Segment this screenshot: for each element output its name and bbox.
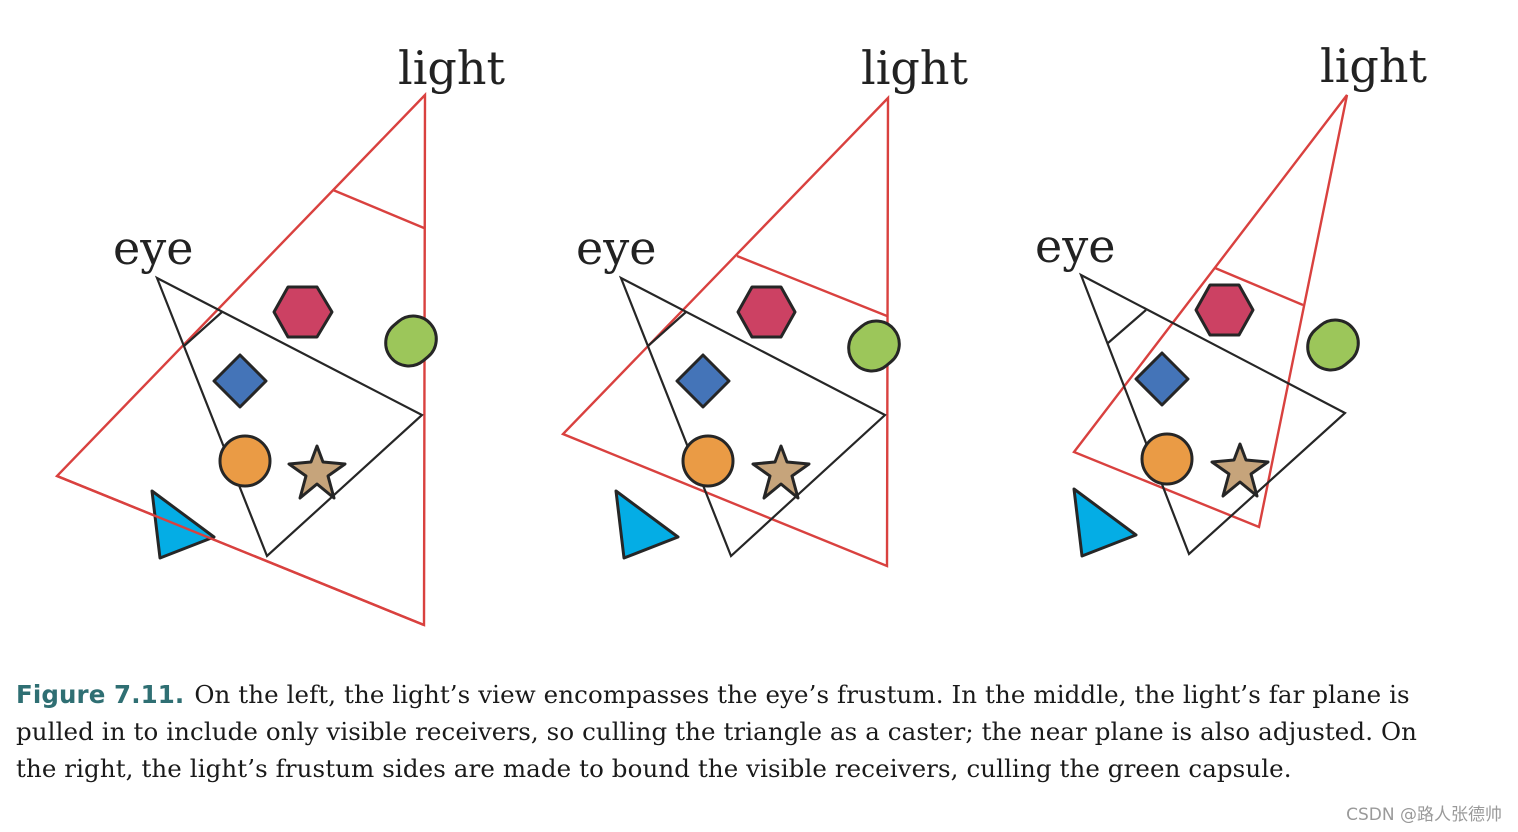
capsule-icon (847, 319, 901, 373)
eye-frustum (154, 275, 424, 558)
hexagon-icon (736, 285, 797, 339)
light-label: light (861, 41, 968, 95)
shadow-frustum-diagram: light eye light eye (54, 39, 1427, 627)
diamond-icon (675, 353, 731, 409)
watermark: CSDN @路人张德帅 (1346, 805, 1502, 825)
capsule-icon (1306, 318, 1360, 372)
light-frustum (1072, 94, 1349, 529)
triangle-icon (1072, 487, 1138, 558)
figure-caption: Figure 7.11. On the left, the light’s vie… (16, 676, 1456, 787)
eye-near-plane (183, 311, 223, 347)
circle-icon (681, 434, 735, 488)
light-near-plane (332, 188, 425, 230)
eye-label: eye (113, 221, 193, 275)
light-near-plane (736, 254, 888, 318)
eye-frustum (1078, 272, 1347, 556)
eye-label: eye (1035, 219, 1115, 273)
diamond-icon (212, 353, 268, 409)
triangle-icon (614, 489, 680, 560)
hexagon-icon (272, 285, 334, 339)
eye-near-plane (1107, 309, 1147, 344)
star-icon (751, 444, 811, 500)
eye-label: eye (576, 221, 656, 275)
light-far-plane-overlay (56, 474, 425, 627)
panel-right: light eye (1035, 39, 1427, 558)
panel-middle: light eye (560, 41, 968, 568)
light-near-plane (1214, 266, 1304, 307)
hexagon-icon (1194, 283, 1255, 337)
light-label: light (1320, 39, 1427, 93)
figure-number: Figure 7.11. (16, 680, 185, 709)
star-icon (1210, 442, 1270, 498)
caption-text: On the left, the light’s view encompasse… (16, 680, 1418, 783)
star-icon (287, 444, 347, 500)
circle-icon (1140, 432, 1194, 486)
circle-icon (218, 434, 272, 488)
capsule-icon (384, 314, 438, 368)
light-label: light (398, 41, 505, 95)
eye-near-plane (647, 311, 687, 347)
eye-frustum (618, 275, 887, 558)
panel-left: light eye (54, 41, 505, 627)
triangle-icon (150, 489, 216, 560)
diamond-icon (1134, 351, 1190, 407)
